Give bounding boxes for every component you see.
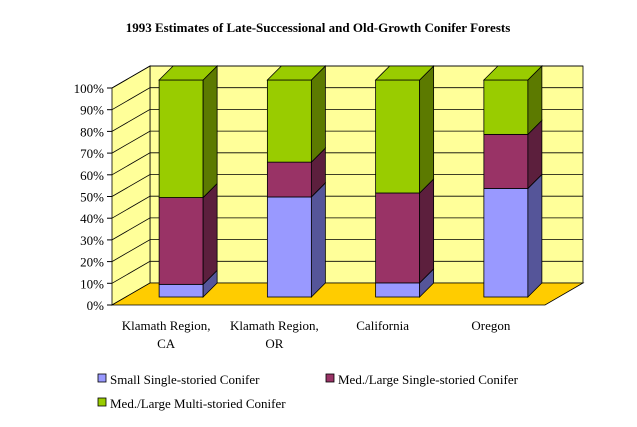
y-tick-label: 100% [74, 81, 105, 96]
gridline [111, 239, 583, 262]
bar-segment [158, 79, 204, 198]
bar-segment [266, 161, 312, 198]
gridline [111, 152, 583, 176]
x-category-label: OR [265, 336, 283, 351]
bar-segment [483, 133, 529, 189]
x-category-label: Klamath Region, [122, 318, 211, 333]
bar-segment [483, 79, 529, 135]
bar-segment-side [202, 65, 218, 199]
bar-segment [375, 192, 421, 284]
x-category-label: California [356, 318, 409, 333]
bar-segment-side [419, 178, 435, 284]
bar-segment [266, 79, 312, 163]
x-category-label: Klamath Region, [230, 318, 319, 333]
gridline [111, 87, 583, 111]
bar-segment [266, 196, 312, 298]
x-axis-categories: Klamath Region, CA Klamath Region, OR Califo… [122, 318, 511, 351]
bar-segment-side [202, 182, 218, 286]
legend-swatch [325, 373, 335, 383]
bar-segment-side [310, 65, 326, 164]
bar-segment-side [310, 181, 326, 298]
bar-segment [375, 282, 421, 298]
legend-label: Med./Large Multi-storied Conifer [110, 396, 286, 411]
legend-swatch [97, 397, 107, 407]
chart-title: 1993 Estimates of Late-Successional and … [126, 20, 511, 35]
gridline [111, 130, 583, 154]
bars: 1403009632001303900596200207500489500183… [158, 65, 543, 299]
bar-segment-side [527, 173, 543, 298]
bar-segment-side [419, 65, 435, 194]
y-tick-label: 90% [80, 103, 104, 118]
x-category-label: CA [157, 336, 176, 351]
y-tick-label: 50% [80, 190, 104, 205]
legend-label: Small Single-storied Conifer [110, 372, 260, 387]
bar-segment [158, 283, 204, 298]
floor [110, 282, 585, 306]
y-tick-label: 30% [80, 233, 104, 248]
bar-segment [375, 79, 421, 194]
bar-top [158, 65, 219, 81]
y-axis-ticks: 0% 10% 20% 30% 40% 50% 60% 70% 80% 90% 100% [74, 81, 112, 313]
gridline [111, 174, 583, 197]
legend: Small Single-storied Conifer Med./Large S… [97, 372, 519, 411]
gridline [111, 195, 583, 219]
y-tick-label: 80% [80, 124, 104, 139]
bar-top [374, 65, 435, 81]
gridline [111, 260, 583, 284]
legend-swatch [97, 373, 107, 383]
y-tick-label: 10% [80, 276, 104, 291]
y-tick-label: 20% [80, 255, 104, 270]
gridline [111, 217, 583, 241]
bar-segment [158, 197, 204, 285]
y-tick-label: 70% [80, 146, 104, 161]
bar-top [482, 65, 543, 81]
x-category-label: Oregon [471, 318, 510, 333]
bar-top [266, 65, 327, 81]
gridlines [111, 65, 583, 284]
bar-segment [483, 188, 529, 298]
y-tick-label: 40% [80, 211, 104, 226]
legend-label: Med./Large Single-storied Conifer [338, 372, 519, 387]
y-tick-label: 0% [87, 298, 105, 313]
gridline [111, 65, 583, 89]
y-tick-label: 60% [80, 168, 104, 183]
gridline [111, 109, 583, 132]
